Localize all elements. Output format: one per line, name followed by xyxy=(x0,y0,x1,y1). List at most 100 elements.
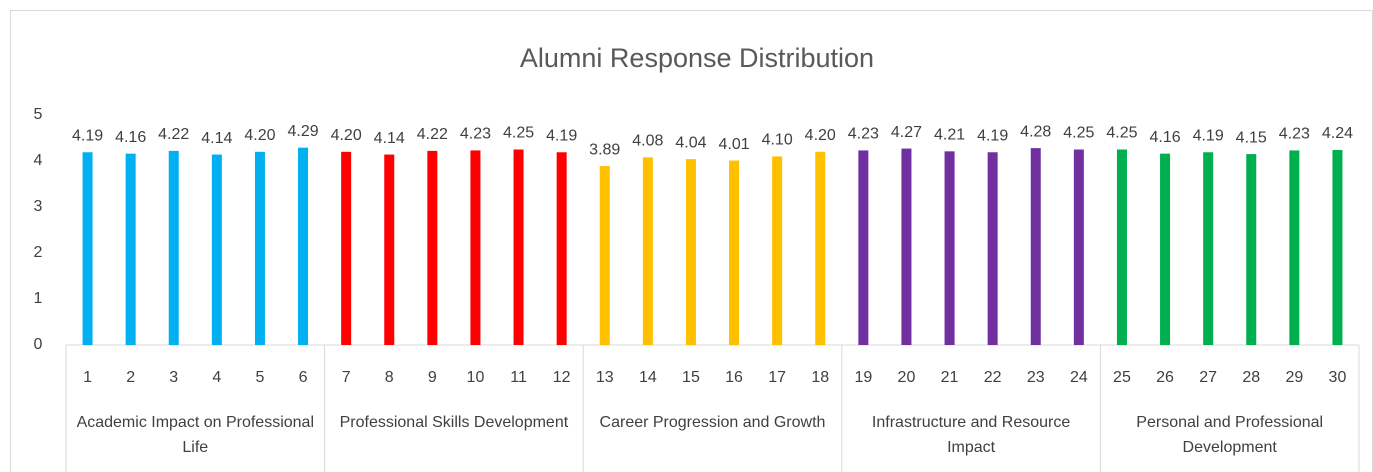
y-tick-label: 1 xyxy=(34,290,43,307)
x-tick-label: 9 xyxy=(428,369,437,386)
bar xyxy=(254,151,265,345)
y-tick-label: 4 xyxy=(34,152,43,169)
bar xyxy=(815,151,826,345)
x-tick-label: 14 xyxy=(639,369,657,386)
x-tick-label: 24 xyxy=(1070,369,1088,386)
data-label: 4.21 xyxy=(934,127,965,144)
data-label: 4.16 xyxy=(1149,129,1180,146)
data-label: 4.19 xyxy=(72,127,103,144)
bar xyxy=(1030,148,1041,345)
x-tick-label: 5 xyxy=(255,369,264,386)
bar xyxy=(125,153,136,345)
bar xyxy=(858,150,869,345)
x-tick-label: 8 xyxy=(385,369,394,386)
data-label: 4.20 xyxy=(244,127,275,144)
x-tick-label: 22 xyxy=(984,369,1002,386)
x-tick-label: 18 xyxy=(811,369,829,386)
x-tick-label: 17 xyxy=(768,369,786,386)
x-tick-label: 2 xyxy=(126,369,135,386)
x-tick-label: 21 xyxy=(941,369,959,386)
x-tick-label: 12 xyxy=(553,369,571,386)
chart-title: Alumni Response Distribution xyxy=(520,43,874,73)
x-tick-label: 27 xyxy=(1199,369,1217,386)
bar xyxy=(685,159,696,345)
bar xyxy=(168,150,179,345)
group-label: Personal and Professional Development xyxy=(1136,414,1324,456)
group-label: Infrastructure and Resource Impact xyxy=(871,414,1071,456)
data-label: 4.27 xyxy=(891,124,922,141)
y-tick-label: 3 xyxy=(34,198,43,215)
data-label: 4.04 xyxy=(675,134,706,151)
bar xyxy=(556,152,567,345)
bar xyxy=(384,154,395,345)
x-tick-label: 30 xyxy=(1329,369,1347,386)
bar xyxy=(298,147,309,345)
data-label: 4.28 xyxy=(1020,123,1051,140)
bar xyxy=(1332,149,1343,345)
data-label: 4.24 xyxy=(1322,125,1353,142)
data-label: 4.23 xyxy=(848,126,879,143)
bar xyxy=(82,152,93,345)
x-tick-label: 19 xyxy=(854,369,872,386)
y-tick-label: 2 xyxy=(34,244,43,261)
data-label: 4.23 xyxy=(460,126,491,143)
bar xyxy=(1116,149,1127,345)
bar xyxy=(513,149,524,345)
data-label: 4.01 xyxy=(718,136,749,153)
bar xyxy=(427,150,438,345)
x-tick-label: 7 xyxy=(342,369,351,386)
bar xyxy=(1203,152,1214,345)
bar xyxy=(470,150,481,345)
bar xyxy=(729,160,740,345)
group-label: Career Progression and Growth xyxy=(599,414,826,431)
bar xyxy=(772,156,783,345)
group-label: Professional Skills Development xyxy=(339,414,569,431)
data-label: 4.20 xyxy=(331,127,362,144)
data-label: 4.25 xyxy=(1106,125,1137,142)
x-tick-label: 29 xyxy=(1285,369,1303,386)
x-tick-label: 26 xyxy=(1156,369,1174,386)
data-label: 4.16 xyxy=(115,129,146,146)
bar xyxy=(901,148,912,345)
x-tick-label: 20 xyxy=(898,369,916,386)
data-label: 4.15 xyxy=(1236,129,1267,146)
bar xyxy=(1073,149,1084,345)
data-label: 4.19 xyxy=(546,127,577,144)
data-label: 4.22 xyxy=(158,126,189,143)
y-tick-label: 5 xyxy=(34,106,43,123)
x-tick-label: 10 xyxy=(467,369,485,386)
x-tick-label: 1 xyxy=(83,369,92,386)
x-tick-label: 4 xyxy=(212,369,221,386)
data-label: 4.25 xyxy=(1063,125,1094,142)
data-label: 3.89 xyxy=(589,141,620,158)
data-label: 4.14 xyxy=(374,130,405,147)
data-label: 4.29 xyxy=(287,123,318,140)
x-tick-label: 25 xyxy=(1113,369,1131,386)
x-tick-label: 16 xyxy=(725,369,743,386)
x-tick-label: 11 xyxy=(510,369,527,386)
bar xyxy=(642,157,653,345)
x-tick-label: 23 xyxy=(1027,369,1045,386)
bar xyxy=(1160,153,1171,345)
data-label: 4.25 xyxy=(503,125,534,142)
bar xyxy=(1289,150,1300,345)
data-label: 4.22 xyxy=(417,126,448,143)
data-label: 4.20 xyxy=(805,127,836,144)
x-tick-label: 6 xyxy=(299,369,308,386)
data-label: 4.19 xyxy=(1193,127,1224,144)
data-label: 4.14 xyxy=(201,130,232,147)
group-label: Academic Impact on Professional Life xyxy=(76,414,315,456)
y-tick-label: 0 xyxy=(34,336,43,353)
data-label: 4.19 xyxy=(977,127,1008,144)
data-label: 4.08 xyxy=(632,133,663,150)
x-tick-label: 13 xyxy=(596,369,614,386)
bar xyxy=(341,151,352,345)
x-tick-label: 28 xyxy=(1242,369,1260,386)
bar xyxy=(211,154,222,345)
x-tick-label: 15 xyxy=(682,369,700,386)
bar xyxy=(987,152,998,345)
data-label: 4.10 xyxy=(762,132,793,149)
bar xyxy=(1246,154,1257,345)
